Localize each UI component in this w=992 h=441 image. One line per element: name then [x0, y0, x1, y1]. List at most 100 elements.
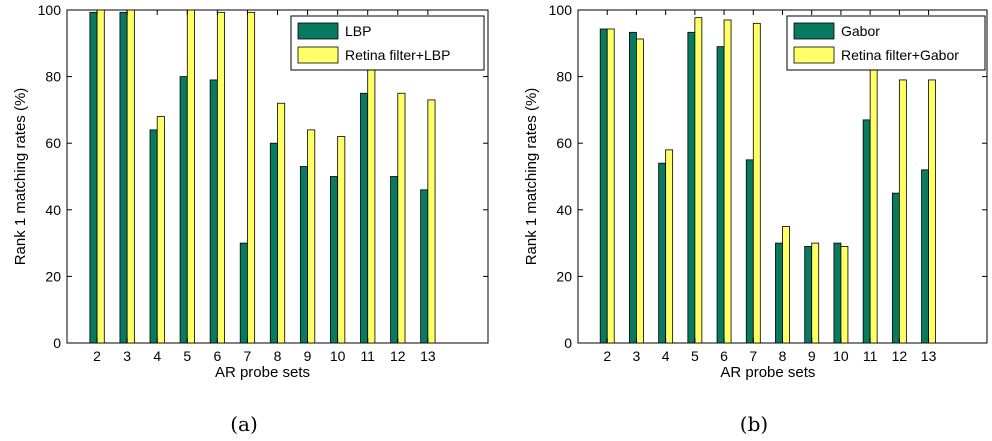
- bar-series2-10: [840, 246, 849, 344]
- y-tick-label: 60: [45, 135, 61, 151]
- bar-series1-4: [658, 162, 667, 344]
- x-tick-label: 4: [662, 348, 670, 364]
- x-tick-label: 7: [244, 348, 252, 364]
- bar-series2-6: [216, 11, 225, 344]
- bar-series1-7: [239, 242, 248, 344]
- x-tick-label: 10: [330, 348, 346, 364]
- bar-series2-12: [898, 79, 907, 344]
- bar-series1-10: [833, 242, 842, 344]
- bar-series1-8: [775, 242, 783, 344]
- legend-label: Retina filter+Gabor: [841, 47, 959, 63]
- bar-series2-13: [928, 79, 936, 344]
- bar-series2-7: [247, 11, 256, 344]
- legend-label: Retina filter+LBP: [345, 47, 450, 63]
- bar-series1-4: [149, 129, 158, 344]
- bar-series1-7: [745, 159, 754, 344]
- bar-series2-10: [337, 136, 346, 344]
- x-tick-label: 9: [808, 348, 816, 364]
- y-tick-label: 20: [556, 268, 572, 284]
- x-tick-label: 6: [720, 348, 728, 364]
- x-tick-label: 4: [153, 348, 161, 364]
- legend-swatch: [793, 46, 835, 64]
- legend: LBP Retina filter+LBP: [290, 15, 485, 71]
- bar-series1-2: [89, 11, 98, 344]
- bar-series1-8: [269, 142, 278, 344]
- bar-series1-12: [891, 192, 900, 344]
- x-tick-label: 8: [779, 348, 787, 364]
- bar-series2-5: [186, 9, 195, 344]
- y-tick-label: 0: [564, 335, 572, 351]
- x-tick-label: 5: [183, 348, 191, 364]
- bar-series2-2: [96, 9, 105, 344]
- bar-series1-5: [179, 76, 188, 344]
- bar-series2-6: [723, 19, 732, 344]
- x-tick-label: 13: [921, 348, 937, 364]
- y-axis-label: Rank 1 matching rates (%): [12, 88, 29, 266]
- x-tick-label: 6: [213, 348, 221, 364]
- bar-series1-13: [921, 169, 929, 344]
- legend-label: LBP: [345, 23, 371, 39]
- bar-series1-3: [629, 31, 637, 344]
- chart-panel-a: 0 20 40 60 80 100 2 3 4 5 6 7 8 9 10 11 12 13 AR probe set…: [12, 2, 489, 436]
- bar-series2-12: [397, 92, 406, 344]
- x-tick-label: 5: [691, 348, 699, 364]
- bar-series2-3: [636, 38, 644, 344]
- panel-caption: (b): [740, 412, 768, 436]
- bar-series1-3: [119, 11, 128, 344]
- x-tick-label: 3: [633, 348, 641, 364]
- x-tick-label: 2: [93, 348, 101, 364]
- x-tick-label: 11: [863, 348, 878, 364]
- bar-series2-5: [694, 17, 703, 344]
- x-tick-label: 9: [304, 348, 312, 364]
- bar-series1-6: [209, 79, 218, 344]
- bar-series2-4: [156, 116, 165, 344]
- bar-series1-13: [420, 189, 429, 344]
- y-tick-label: 0: [53, 335, 61, 351]
- x-tick-label: 13: [420, 348, 436, 364]
- bar-series2-11: [869, 69, 878, 344]
- bar-series2-8: [277, 102, 286, 344]
- legend-swatch: [297, 46, 339, 64]
- bar-series2-9: [307, 129, 316, 344]
- panel-caption: (a): [230, 412, 258, 436]
- y-tick-label: 20: [45, 268, 61, 284]
- bar-series1-5: [687, 31, 696, 344]
- bar-series2-4: [665, 149, 674, 344]
- x-tick-label: 7: [749, 348, 757, 364]
- y-tick-label: 100: [38, 2, 62, 18]
- x-tick-label: 10: [833, 348, 849, 364]
- x-axis-label: AR probe sets: [215, 364, 310, 381]
- bar-series2-2: [606, 28, 615, 344]
- bar-series1-6: [716, 46, 725, 344]
- y-axis-label: Rank 1 matching rates (%): [523, 88, 540, 266]
- y-tick-label: 80: [556, 69, 572, 85]
- bar-series2-3: [126, 9, 135, 344]
- legend-swatch: [793, 22, 835, 40]
- bar-series2-11: [367, 69, 376, 344]
- bar-series2-9: [811, 242, 820, 344]
- legend-swatch: [297, 22, 339, 40]
- x-tick-label: 3: [123, 348, 131, 364]
- bar-series2-7: [752, 22, 761, 344]
- y-tick-label: 40: [45, 202, 61, 218]
- bar-series1-11: [360, 92, 369, 344]
- x-axis-label: AR probe sets: [720, 364, 815, 381]
- bar-series1-11: [862, 119, 871, 344]
- x-tick-label: 12: [390, 348, 406, 364]
- bar-series1-12: [390, 176, 399, 344]
- bar-series1-9: [804, 246, 813, 344]
- x-tick-label: 8: [274, 348, 282, 364]
- bar-series2-13: [427, 99, 436, 344]
- y-tick-label: 40: [556, 202, 572, 218]
- y-tick-label: 60: [556, 135, 572, 151]
- bar-series1-2: [599, 28, 608, 344]
- x-tick-label: 12: [892, 348, 908, 364]
- chart-panel-b: 0 20 40 60 80 100 2 3 4 5 6 7 8 9 10 11 12 13 AR probe set…: [523, 2, 988, 436]
- legend-label: Gabor: [841, 23, 880, 39]
- y-tick-label: 80: [45, 69, 61, 85]
- x-tick-label: 11: [360, 348, 375, 364]
- bar-series2-8: [782, 226, 790, 344]
- x-tick-label: 2: [603, 348, 611, 364]
- bar-series1-9: [299, 166, 308, 344]
